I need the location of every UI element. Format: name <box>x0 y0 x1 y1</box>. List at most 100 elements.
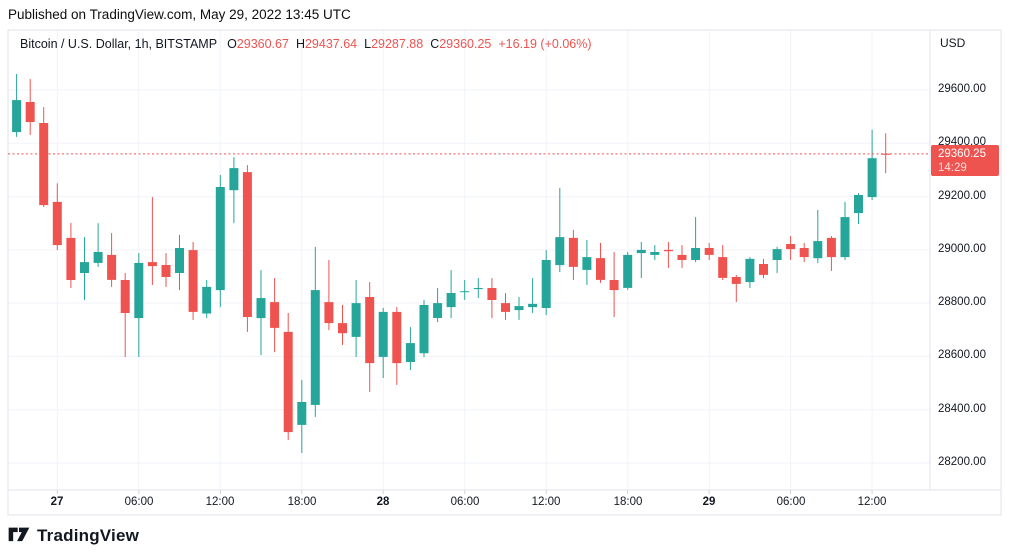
time-tick-label: 06:00 <box>776 496 806 508</box>
candle[interactable] <box>582 240 592 285</box>
candle[interactable] <box>623 252 633 290</box>
current-price-value: 29360.25 <box>938 148 986 160</box>
chart-legend: Bitcoin / U.S. Dollar, 1h, BITSTAMP O2936… <box>20 37 592 51</box>
candle[interactable] <box>202 280 212 319</box>
candle[interactable] <box>147 197 157 285</box>
candle[interactable] <box>283 313 293 441</box>
candle[interactable] <box>107 233 117 287</box>
candle[interactable] <box>39 107 49 207</box>
candle[interactable] <box>188 241 198 320</box>
candle[interactable] <box>392 307 402 385</box>
candle[interactable] <box>541 250 551 316</box>
symbol-description[interactable]: Bitcoin / U.S. Dollar, 1h, BITSTAMP <box>20 37 218 51</box>
price-tick-label: 28400.00 <box>938 403 986 415</box>
candle[interactable] <box>501 293 510 320</box>
price-tick-label: 29600.00 <box>938 83 986 95</box>
time-tick-label: 12:00 <box>857 496 887 508</box>
candle-countdown: 14:29 <box>938 162 967 174</box>
price-tick-label: 29000.00 <box>938 243 986 255</box>
legend-close: C29360.25 <box>430 37 492 51</box>
candle[interactable] <box>365 282 375 393</box>
candle[interactable] <box>636 241 646 279</box>
candle[interactable] <box>134 253 144 357</box>
candle[interactable] <box>120 273 130 357</box>
time-tick-label: 12:00 <box>531 496 561 508</box>
candle[interactable] <box>161 253 171 287</box>
candle[interactable] <box>378 307 388 378</box>
price-tick-label: 28600.00 <box>938 349 986 361</box>
candle[interactable] <box>759 258 768 279</box>
tradingview-logo-text[interactable]: TradingView <box>37 526 140 545</box>
candle[interactable] <box>66 222 76 288</box>
candle[interactable] <box>745 257 755 288</box>
price-tick-label: 28800.00 <box>938 296 986 308</box>
price-axis[interactable] <box>930 30 1001 490</box>
candle[interactable] <box>351 280 361 357</box>
time-tick-label: 18:00 <box>613 496 643 508</box>
price-tick-label: 28200.00 <box>938 456 986 468</box>
candle[interactable] <box>446 270 456 319</box>
legend-change: +16.19 (+0.06%) <box>498 37 592 51</box>
candle[interactable] <box>324 260 334 331</box>
candle[interactable] <box>419 299 429 357</box>
candle[interactable] <box>242 165 252 332</box>
candle[interactable] <box>310 246 320 417</box>
candle[interactable] <box>677 245 687 268</box>
candle[interactable] <box>772 246 782 273</box>
time-tick-label: 06:00 <box>124 496 154 508</box>
candle[interactable] <box>297 379 307 453</box>
candle[interactable] <box>514 297 524 320</box>
candle[interactable] <box>555 188 565 272</box>
candle[interactable] <box>881 133 891 174</box>
price-axis-currency-label: USD <box>940 36 966 50</box>
grid <box>8 30 930 494</box>
candle[interactable] <box>650 245 660 260</box>
candle[interactable] <box>229 157 239 224</box>
current-price-badge: 29360.25 14:29 <box>931 145 999 176</box>
time-tick-label: 29 <box>702 496 716 508</box>
candle[interactable] <box>25 79 35 135</box>
candle[interactable] <box>473 278 483 299</box>
candle[interactable] <box>609 252 619 317</box>
candle[interactable] <box>270 278 280 353</box>
candle[interactable] <box>704 242 714 260</box>
candle[interactable] <box>0 90 8 133</box>
candle[interactable] <box>786 236 796 260</box>
candle[interactable] <box>663 241 673 268</box>
candle[interactable] <box>338 305 347 345</box>
candle[interactable] <box>405 327 415 370</box>
candle[interactable] <box>528 278 538 313</box>
candle[interactable] <box>596 242 605 283</box>
candle[interactable] <box>813 209 823 264</box>
legend-high: H29437.64 <box>295 37 358 51</box>
legend-open: O29360.67 <box>227 37 289 51</box>
candle[interactable] <box>175 234 184 291</box>
tradingview-logo-icon[interactable] <box>8 526 30 546</box>
time-tick-label: 28 <box>376 496 390 508</box>
candle[interactable] <box>256 270 266 356</box>
candle[interactable] <box>867 129 877 200</box>
candle[interactable] <box>718 245 728 280</box>
time-axis[interactable] <box>8 490 1001 515</box>
time-tick-label: 06:00 <box>450 496 480 508</box>
candle[interactable] <box>433 288 443 323</box>
candle[interactable] <box>568 229 578 280</box>
legend-low: L29287.88 <box>364 37 424 51</box>
chart-frame <box>7 29 1002 516</box>
candle[interactable] <box>854 193 863 224</box>
time-tick-label: 12:00 <box>205 496 235 508</box>
candle[interactable] <box>840 201 850 260</box>
candle[interactable] <box>80 237 89 300</box>
candle[interactable] <box>799 242 809 263</box>
candle[interactable] <box>487 278 497 319</box>
candle[interactable] <box>52 183 62 251</box>
candle[interactable] <box>460 280 470 300</box>
candle[interactable] <box>93 223 103 267</box>
price-tick-label: 29200.00 <box>938 190 986 202</box>
candle[interactable] <box>12 74 22 137</box>
candle[interactable] <box>826 236 836 271</box>
candle[interactable] <box>731 274 741 303</box>
candle[interactable] <box>691 217 701 263</box>
candle[interactable] <box>215 175 225 308</box>
